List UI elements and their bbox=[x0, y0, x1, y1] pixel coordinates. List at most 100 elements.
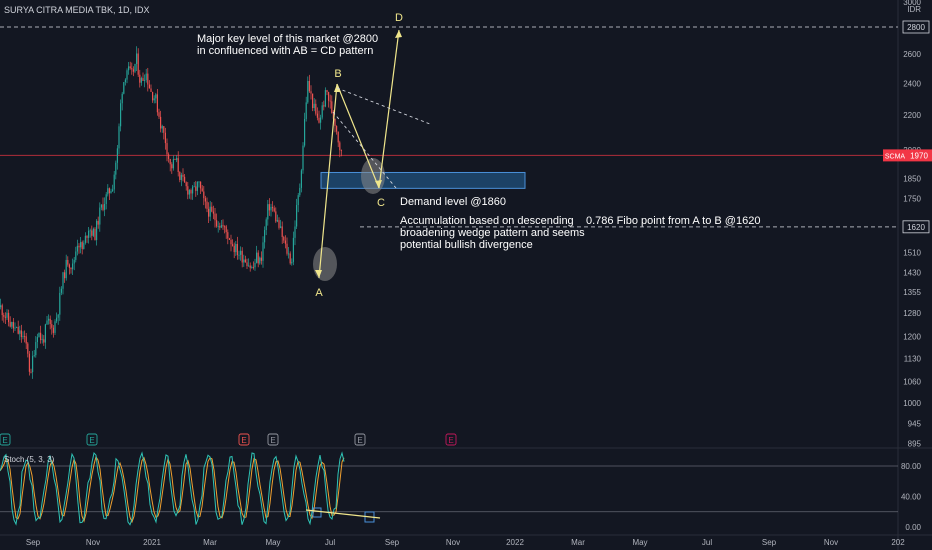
candle-body bbox=[310, 91, 312, 94]
last-price-label: 1970 bbox=[910, 151, 928, 160]
candle-body bbox=[256, 252, 258, 263]
candle-body bbox=[219, 226, 221, 228]
candle bbox=[12, 318, 14, 333]
candle-body bbox=[278, 220, 280, 228]
accumulation-text-2: broadening wedge pattern and seems bbox=[400, 227, 585, 239]
candle bbox=[280, 219, 282, 229]
candle bbox=[142, 72, 144, 82]
candle-body bbox=[224, 226, 226, 228]
candle bbox=[112, 184, 114, 192]
candle bbox=[184, 174, 186, 183]
candle-body bbox=[152, 91, 154, 101]
candle-body bbox=[259, 257, 261, 264]
candle bbox=[27, 342, 29, 358]
wedge-upper bbox=[336, 87, 431, 125]
candle-body bbox=[300, 170, 302, 188]
candle bbox=[166, 138, 168, 162]
candle-body bbox=[198, 181, 200, 183]
candle bbox=[217, 221, 219, 233]
price-tick-label: 3000 bbox=[903, 0, 921, 7]
candle bbox=[70, 267, 72, 274]
leg-ab bbox=[318, 83, 338, 279]
candle bbox=[198, 181, 200, 188]
major-key-level-text: Major key level of this market @2800 bbox=[197, 33, 378, 45]
candle-body bbox=[73, 259, 75, 264]
candle-body bbox=[328, 92, 330, 101]
candle-body bbox=[227, 232, 229, 239]
divergence-line bbox=[305, 509, 381, 519]
price-tick-label: 1130 bbox=[904, 354, 922, 363]
stoch-d-line bbox=[0, 455, 345, 524]
candle bbox=[225, 224, 227, 239]
candle-body bbox=[136, 53, 138, 64]
candle bbox=[324, 87, 326, 108]
candle-body bbox=[126, 70, 128, 80]
candle bbox=[292, 231, 294, 266]
candle bbox=[337, 131, 339, 148]
candle-body bbox=[52, 327, 54, 333]
candle-body bbox=[195, 186, 197, 191]
candle-body bbox=[156, 94, 158, 113]
candle-body bbox=[84, 235, 86, 243]
candle bbox=[40, 325, 42, 344]
level-1620-label: 1620 bbox=[907, 223, 925, 232]
candle-body bbox=[217, 226, 219, 227]
candle-body bbox=[316, 113, 318, 118]
candle bbox=[316, 107, 318, 121]
candle-body bbox=[25, 336, 27, 344]
price-tick-label: 2200 bbox=[903, 111, 921, 120]
candle-body bbox=[105, 194, 107, 204]
candle bbox=[19, 325, 21, 341]
candle-body bbox=[124, 79, 126, 83]
candle-body bbox=[30, 371, 32, 373]
candle-body bbox=[276, 220, 278, 222]
candle-body bbox=[192, 186, 194, 194]
candle bbox=[80, 236, 82, 254]
candle bbox=[169, 158, 171, 172]
earnings-marker[interactable]: E bbox=[267, 433, 279, 446]
candle bbox=[177, 151, 179, 177]
earnings-marker[interactable]: E bbox=[0, 433, 11, 446]
candle-body bbox=[262, 242, 264, 261]
candle bbox=[278, 217, 280, 230]
candle-body bbox=[91, 230, 93, 236]
time-tick-label: 202 bbox=[891, 538, 905, 547]
candle-body bbox=[249, 265, 251, 268]
candle-body bbox=[241, 250, 243, 263]
candle-body bbox=[172, 159, 174, 169]
candle bbox=[276, 214, 278, 223]
earnings-marker-label: E bbox=[241, 436, 246, 445]
candle bbox=[115, 160, 117, 180]
candle-body bbox=[163, 126, 165, 133]
candle-body bbox=[188, 190, 190, 195]
earnings-marker[interactable]: E bbox=[445, 433, 457, 446]
earnings-marker[interactable]: E bbox=[86, 433, 98, 446]
candle bbox=[227, 229, 229, 245]
level-2800-badge bbox=[902, 20, 930, 34]
candle bbox=[193, 182, 195, 188]
candle bbox=[32, 350, 34, 379]
candle bbox=[291, 258, 293, 266]
candle bbox=[14, 322, 16, 332]
earnings-marker[interactable]: E bbox=[238, 433, 250, 446]
candle bbox=[131, 62, 133, 75]
candle bbox=[163, 126, 165, 140]
candle bbox=[201, 185, 203, 192]
candle-body bbox=[168, 154, 170, 159]
candle-body bbox=[56, 317, 58, 322]
candle-body bbox=[286, 243, 288, 254]
level-1620-badge bbox=[902, 220, 930, 234]
candle-body bbox=[284, 240, 286, 244]
candle bbox=[46, 315, 48, 326]
earnings-marker[interactable]: E bbox=[354, 433, 366, 446]
candle-body bbox=[67, 259, 69, 265]
candle bbox=[257, 250, 259, 268]
time-tick-label: Nov bbox=[824, 538, 838, 547]
candle bbox=[49, 315, 51, 330]
candle bbox=[75, 246, 77, 263]
candle-body bbox=[24, 336, 26, 337]
candle-body bbox=[14, 327, 16, 329]
price-tick-label: 1430 bbox=[903, 268, 921, 277]
time-tick-label: Nov bbox=[446, 538, 460, 547]
